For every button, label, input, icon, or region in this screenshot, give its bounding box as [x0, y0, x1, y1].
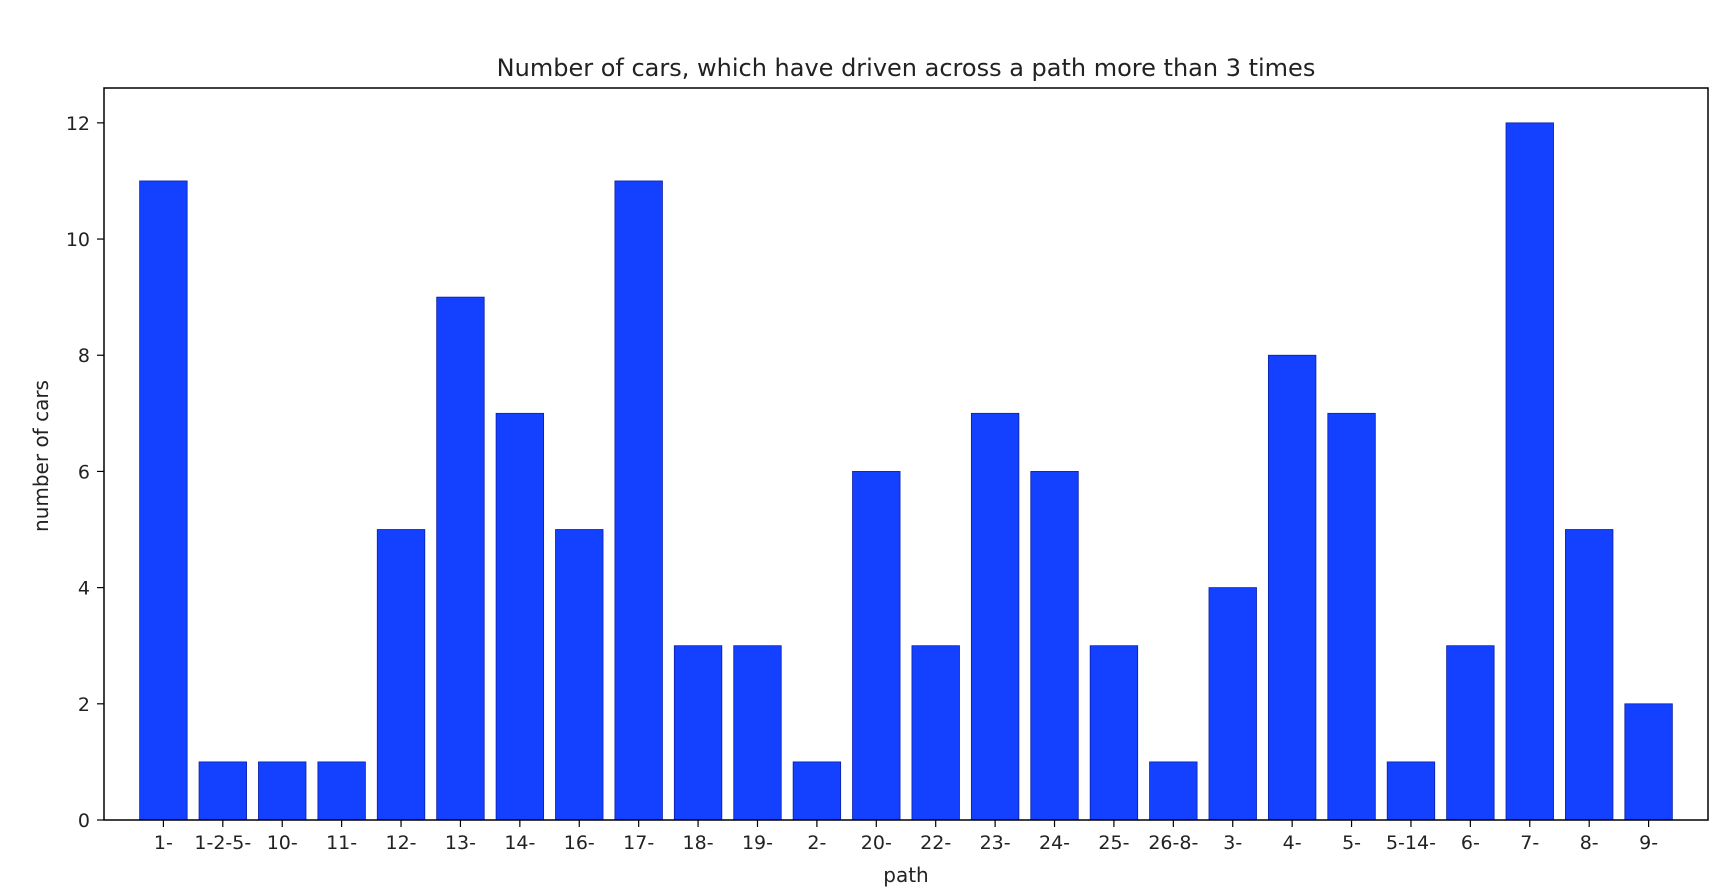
x-tick-label: 18-	[683, 832, 714, 854]
bar-4-	[1267, 354, 1317, 821]
y-tick-label: 0	[78, 810, 90, 832]
y-axis-title: number of cars	[29, 380, 53, 532]
x-tick-label: 2-	[807, 832, 826, 854]
x-tick-label: 5-	[1342, 832, 1361, 854]
y-tick-label: 12	[66, 113, 90, 135]
x-tick-label: 5-14-	[1386, 832, 1436, 854]
y-tick-label: 4	[78, 578, 90, 600]
bar-1-	[139, 180, 188, 821]
x-tick-label: 1-2-5-	[194, 832, 251, 854]
x-tick-label: 13-	[445, 832, 476, 854]
bar-22-	[911, 645, 960, 821]
bar-20-	[852, 471, 901, 821]
x-axis-title: path	[883, 863, 928, 887]
bar-9-	[1624, 703, 1673, 821]
x-tick-label: 3-	[1223, 832, 1242, 854]
bars-group	[139, 122, 1673, 821]
bar-5-	[1327, 412, 1376, 821]
x-tick-label: 14-	[504, 832, 535, 854]
bar-10-	[258, 761, 307, 821]
x-axis-ticks: 1- 1-2-5- 10- 11- 12- 13- 14- 16- 17- 18- 19- 2- 20-…	[154, 820, 1658, 854]
bar-23-	[970, 412, 1020, 821]
y-tick-label: 6	[78, 461, 90, 483]
x-tick-label: 6-	[1461, 832, 1480, 854]
x-tick-label: 4-	[1283, 832, 1302, 854]
bar-11-	[317, 761, 366, 821]
bar-16-	[555, 529, 604, 821]
bar-26-8-	[1149, 761, 1198, 821]
x-tick-label: 7-	[1520, 832, 1539, 854]
x-tick-label: 16-	[564, 832, 595, 854]
y-axis-ticks: 0 2 4 6 8 10 12	[66, 113, 104, 832]
bar-14-	[495, 412, 545, 821]
x-tick-label: 12-	[386, 832, 417, 854]
plot-area-frame	[103, 87, 1709, 821]
y-tick-label: 2	[78, 694, 90, 716]
bar-19-	[733, 645, 782, 821]
x-tick-label: 8-	[1580, 832, 1599, 854]
y-tick-label: 10	[66, 229, 90, 251]
bar-18-	[673, 645, 723, 821]
x-tick-label: 1-	[154, 832, 173, 854]
bar-25-	[1089, 645, 1139, 821]
x-tick-label: 24-	[1039, 832, 1070, 854]
x-tick-label: 22-	[920, 832, 951, 854]
x-tick-label: 9-	[1639, 832, 1658, 854]
x-tick-label: 26-8-	[1148, 832, 1198, 854]
x-tick-label: 25-	[1098, 832, 1129, 854]
bar-7-	[1505, 122, 1554, 821]
bar-2-	[792, 761, 842, 821]
x-tick-label: 19-	[742, 832, 773, 854]
bar-1-2-5-	[198, 761, 247, 821]
x-tick-label: 10-	[267, 832, 298, 854]
bar-3-	[1208, 587, 1257, 821]
x-tick-label: 20-	[861, 832, 892, 854]
bar-13-	[436, 296, 485, 821]
bar-5-14-	[1386, 761, 1436, 821]
bar-6-	[1446, 645, 1495, 821]
y-tick-label: 8	[78, 345, 90, 367]
bar-12-	[376, 529, 426, 821]
bar-24-	[1030, 471, 1079, 821]
chart-title: Number of cars, which have driven across…	[497, 54, 1316, 82]
bar-17-	[614, 180, 663, 821]
x-tick-label: 17-	[623, 832, 654, 854]
x-tick-label: 11-	[326, 832, 357, 854]
x-tick-label: 23-	[980, 832, 1011, 854]
bar-8-	[1565, 529, 1614, 821]
